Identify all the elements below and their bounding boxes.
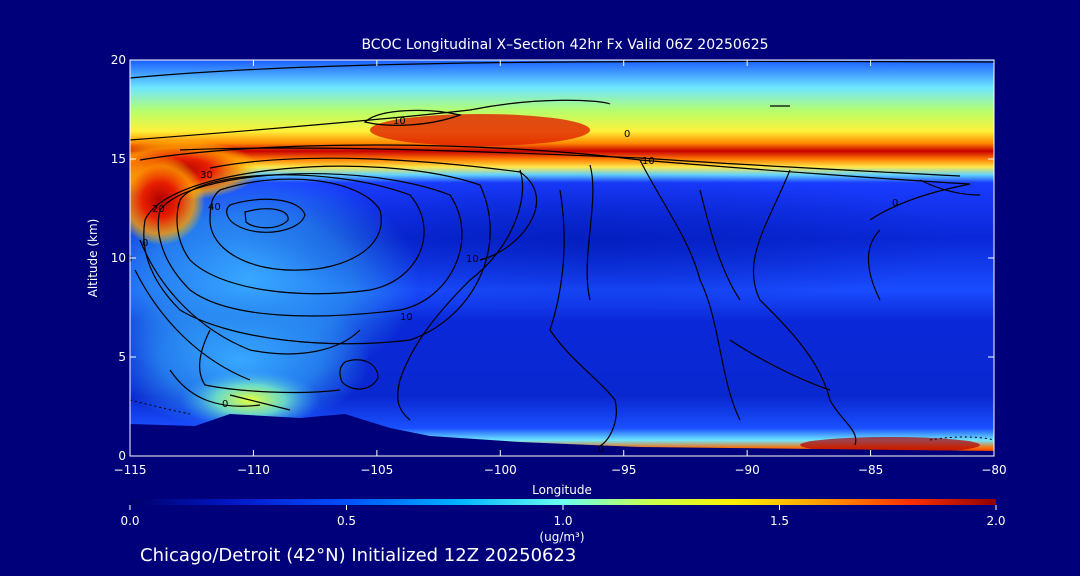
- contour-label: 10: [400, 312, 413, 323]
- colorbar-tick-label: 1.0: [553, 514, 572, 528]
- footer-text: Chicago/Detroit (42°N) Initialized 12Z 2…: [140, 545, 576, 566]
- y-tick-label: 0: [118, 449, 126, 463]
- contour-label: 0: [222, 399, 228, 410]
- y-axis-ticks: [130, 59, 994, 457]
- contour-label: 0: [624, 129, 630, 140]
- colorbar-tick-label: 2.0: [986, 514, 1005, 528]
- x-tick-label: −105: [360, 463, 393, 477]
- contour-label: 40: [208, 202, 221, 213]
- contour-label: 0: [598, 444, 604, 455]
- chart-title: BCOC Longitudinal X–Section 42hr Fx Vali…: [361, 37, 768, 53]
- contour-lines: [130, 60, 994, 447]
- y-tick-label: 20: [111, 53, 126, 67]
- colorbar-tick-label: 1.5: [770, 514, 789, 528]
- y-tick-label: 10: [111, 251, 126, 265]
- y-axis-label: Altitude (km): [86, 219, 100, 298]
- contour-label: 10: [393, 116, 406, 127]
- colorbar-tick-label: 0.0: [120, 514, 139, 528]
- contour-label: 20: [152, 204, 165, 215]
- x-axis-ticks: [129, 60, 995, 456]
- x-axis-label: Longitude: [532, 483, 592, 497]
- x-tick-label: −85: [858, 463, 883, 477]
- heatmap-field: [130, 60, 994, 456]
- x-tick-label: −115: [114, 463, 147, 477]
- y-tick-label: 15: [111, 152, 126, 166]
- contour-label: 10: [642, 156, 655, 167]
- contour-label: 0: [142, 238, 148, 249]
- contour-label: 0: [892, 198, 898, 209]
- colorbar-ticks: [129, 505, 997, 510]
- x-tick-label: −95: [611, 463, 636, 477]
- y-tick-label: 5: [118, 350, 126, 364]
- x-tick-label: −110: [237, 463, 270, 477]
- contour-label: 30: [200, 170, 213, 181]
- x-tick-label: −80: [981, 463, 1006, 477]
- colorbar-tick-label: 0.5: [337, 514, 356, 528]
- contour-label: 10: [466, 254, 479, 265]
- x-tick-label: −100: [484, 463, 517, 477]
- colorbar: [130, 499, 996, 505]
- contour-label: 0: [126, 254, 132, 265]
- x-tick-label: −90: [734, 463, 759, 477]
- colorbar-unit-label: (ug/m³): [539, 530, 584, 544]
